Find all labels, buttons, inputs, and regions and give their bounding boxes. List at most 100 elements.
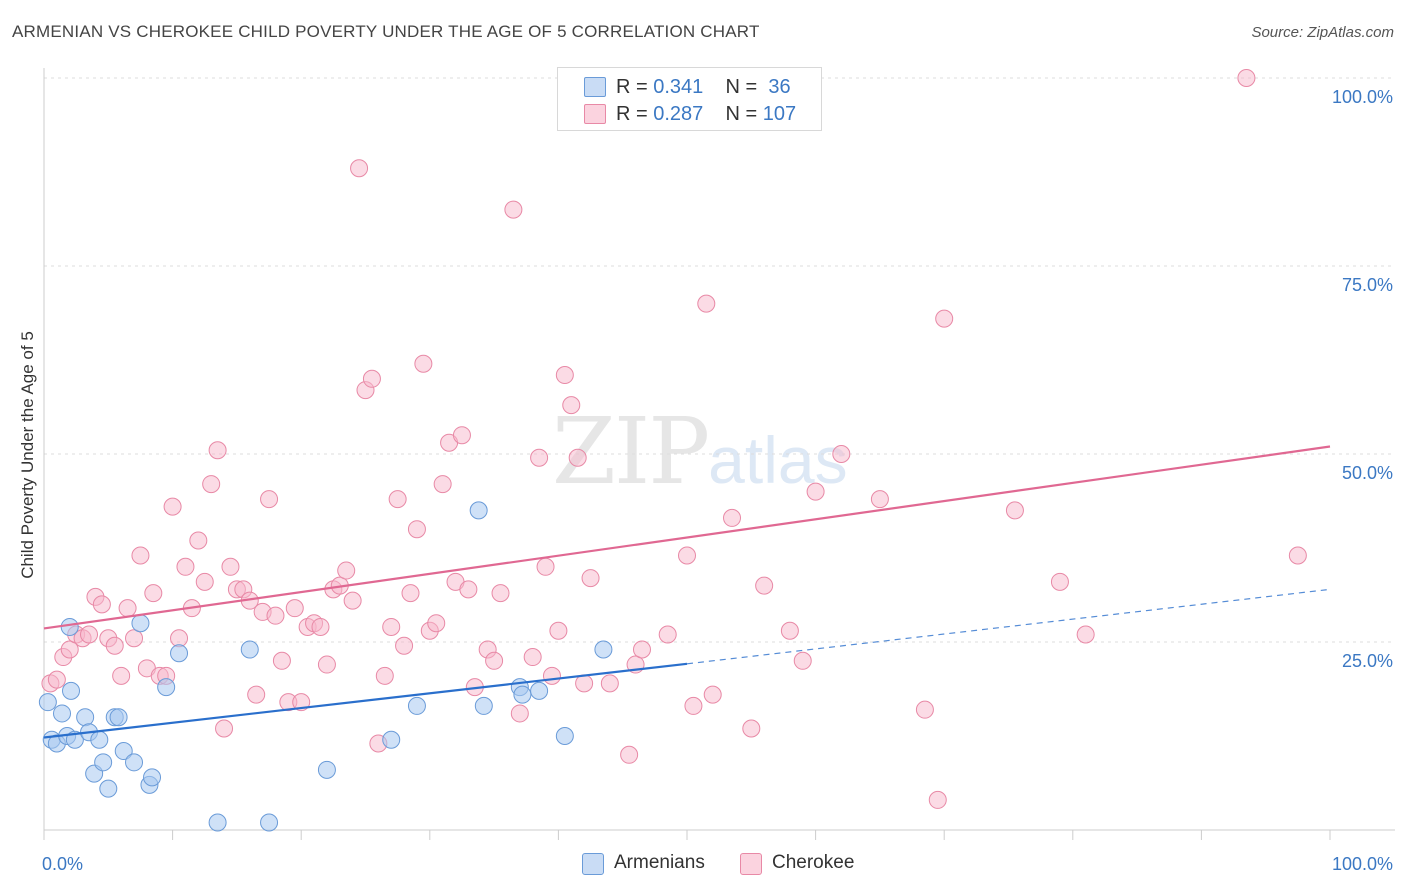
cherokee-point-76 [549,621,568,640]
cherokee-point-34 [260,490,279,509]
armenians-point-33 [594,640,613,659]
cherokee-point-68 [485,651,504,670]
cherokee-point-91 [723,508,742,527]
cherokee-point-106 [1288,546,1307,565]
cherokee-point-86 [658,625,677,644]
armenians-legend-label: Armenians [614,852,705,873]
armenians-point-0 [38,693,57,712]
armenians-point-14 [109,708,128,727]
cherokee-point-35 [266,606,285,625]
armenians-point-32 [555,727,574,745]
armenians-point-24 [317,760,336,779]
cherokee-point-92 [742,719,761,738]
cherokee-point-16 [144,584,163,603]
armenians-r-value: 0.341 [653,76,704,98]
cherokee-point-20 [170,629,189,648]
cherokee-point-3 [60,640,79,659]
cherokee-point-52 [375,666,394,685]
cherokee-point-90 [703,685,722,704]
armenians-point-23 [260,813,279,832]
cherokee-point-50 [362,369,381,388]
cherokee-point-8 [92,595,111,614]
cherokee-point-58 [414,354,433,373]
cherokee-point-95 [793,651,812,670]
armenians-point-10 [90,730,109,749]
cherokee-point-100 [928,790,947,809]
cherokee-point-53 [382,617,401,636]
armenians-point-12 [99,779,118,798]
cherokee-point-32 [247,685,266,704]
cherokee-point-103 [1050,572,1069,591]
armenians-point-20 [170,644,189,663]
x-tick-label-0: 0.0% [42,854,83,874]
y-tick-label-50: 50.0% [1342,463,1393,483]
cherokee-point-74 [536,557,555,576]
armenians-trend-extension [686,588,1331,665]
y-tick-label-75: 75.0% [1342,275,1393,295]
armenians-point-21 [208,813,227,832]
cherokee-point-54 [388,490,407,509]
cherokee-point-6 [80,625,99,644]
cherokee-point-96 [806,482,825,501]
cherokee-point-21 [176,557,195,576]
cherokee-trend-line [43,445,1331,630]
cherokee-point-46 [337,561,356,580]
cherokee-point-23 [189,531,208,550]
cherokee-point-79 [568,448,587,467]
cherokee-point-72 [523,648,542,667]
cherokee-point-26 [208,441,227,460]
cherokee-point-39 [292,693,311,712]
armenians-point-26 [407,696,426,715]
armenians-point-25 [382,730,401,749]
cherokee-point-13 [125,629,144,648]
cherokee-point-47 [343,591,362,610]
cherokee-point-28 [221,557,240,576]
armenians-point-19 [157,678,176,697]
x-tick-label-100: 100.0% [1332,854,1393,874]
cherokee-swatch [584,104,606,124]
armenians-point-18 [143,768,162,787]
cherokee-point-75 [542,666,561,685]
cherokee-point-57 [407,520,426,539]
y-tick-label-25: 25.0% [1342,651,1393,671]
cherokee-point-77 [555,366,574,385]
cherokee-point-89 [697,294,716,313]
cherokee-point-81 [581,569,600,588]
armenians-point-16 [125,753,144,772]
armenians-point-7 [76,708,95,727]
cherokee-point-82 [600,674,619,693]
cherokee-point-27 [215,719,234,738]
cherokee-point-36 [272,651,291,670]
armenians-point-15 [114,742,133,761]
armenians-point-31 [530,681,549,700]
y-axis-label: Child Poverty Under the Age of 5 [18,331,37,579]
cherokee-point-88 [684,696,703,715]
cherokee-point-56 [401,584,420,603]
armenians-point-22 [240,640,259,659]
cherokee-point-97 [832,445,851,463]
cherokee-point-102 [1005,501,1024,520]
cherokee-point-85 [632,640,651,659]
cherokee-point-11 [112,666,131,685]
cherokee-point-64 [452,426,471,445]
cherokee-point-1 [47,670,66,689]
armenians-legend-swatch [582,853,604,875]
trend-lines [43,445,1331,739]
cherokee-legend-label: Cherokee [772,852,855,873]
cherokee-point-61 [433,475,452,494]
y-tick-label-100: 100.0% [1332,87,1393,107]
armenians-point-28 [474,696,493,715]
cherokee-point-105 [1237,69,1256,87]
correlation-legend: R = 0.341 N = 36 R = 0.287 N = 107 [557,67,822,131]
cherokee-points [41,69,1307,809]
gridlines [44,77,1395,643]
cherokee-point-60 [427,614,446,633]
cherokee-point-25 [202,475,221,494]
cherokee-point-78 [562,396,581,415]
cherokee-point-42 [311,617,330,636]
cherokee-point-87 [678,546,696,565]
cherokee-point-55 [395,636,414,655]
cherokee-point-73 [530,448,549,467]
armenians-point-34 [60,617,79,636]
